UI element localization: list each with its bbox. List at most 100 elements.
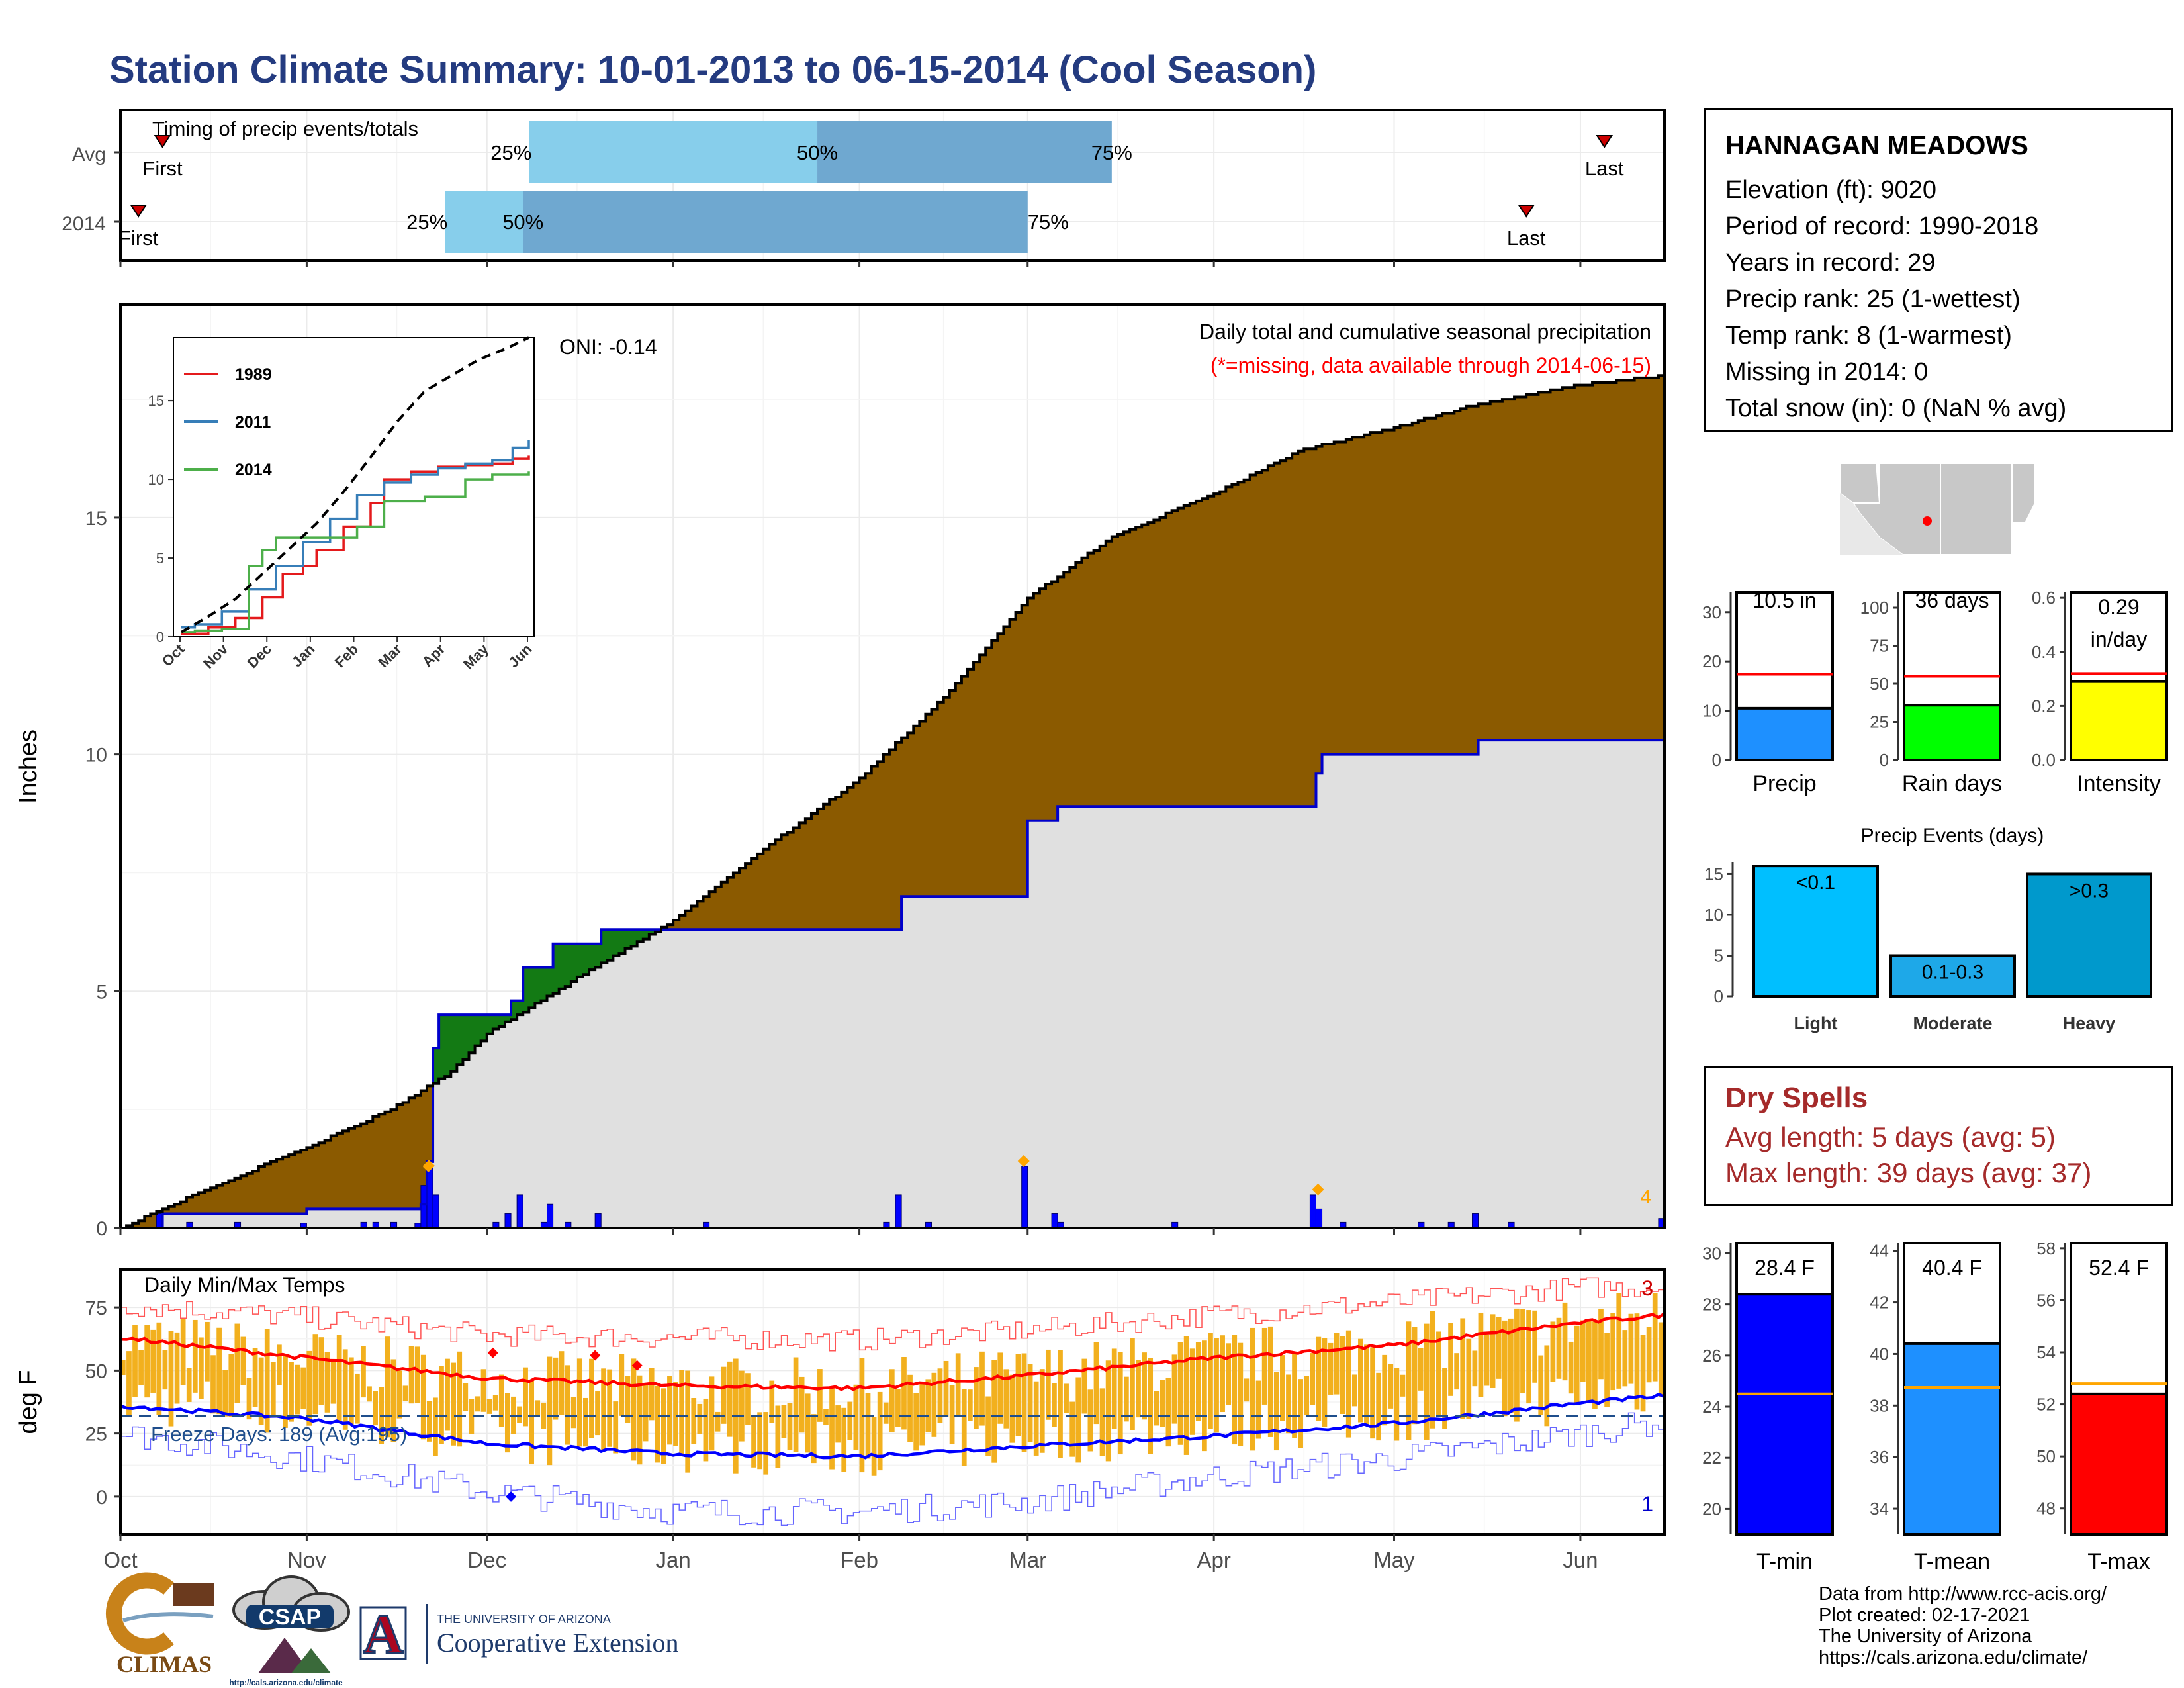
daily-temp-bar xyxy=(1255,1380,1261,1439)
daily-temp-bar xyxy=(1183,1336,1189,1455)
daily-temp-bar xyxy=(252,1348,258,1407)
daily-temp-bar xyxy=(643,1384,649,1442)
inset-x-tick-label: Feb xyxy=(332,641,361,671)
season-bar-y-tick-label: 0.4 xyxy=(2032,642,2056,662)
daily-temp-bar xyxy=(595,1391,600,1436)
timing-bar-50-75 xyxy=(523,191,1028,253)
daily-temp-bar xyxy=(1117,1352,1123,1455)
timing-panel: Timing of precip events/totals Avg 2014 … xyxy=(62,109,1666,267)
average-tmax-line xyxy=(120,1312,1666,1391)
daily-temp-bar xyxy=(853,1384,859,1450)
daily-temp-bar xyxy=(811,1414,817,1464)
daily-temp-bar xyxy=(336,1335,342,1421)
daily-temp-bar xyxy=(1586,1321,1592,1402)
season-bar-intensity xyxy=(2070,680,2168,761)
daily-temp-bar xyxy=(1154,1391,1160,1426)
daily-precip-bar xyxy=(432,1194,439,1229)
map-state-new-mexico xyxy=(1940,463,2013,555)
daily-temp-bar xyxy=(240,1336,246,1385)
temp-bar-y-tick-label: 54 xyxy=(2036,1342,2056,1362)
daily-temp-bar xyxy=(1418,1348,1424,1391)
temp-bar-t-mean xyxy=(1903,1342,2001,1536)
daily-temp-bar xyxy=(721,1366,727,1424)
precip-event-bar-label: 0.1-0.3 xyxy=(1922,961,1983,983)
daily-temp-bar xyxy=(1460,1318,1466,1419)
daily-temp-bar xyxy=(877,1391,883,1471)
temp-y-axis-label: deg F xyxy=(15,1370,42,1434)
daily-precip-bar xyxy=(1315,1208,1323,1229)
daily-temp-bar xyxy=(451,1362,456,1446)
daily-temp-bar xyxy=(234,1323,240,1403)
cumulative-average-line xyxy=(120,374,1664,1229)
daily-temp-bar xyxy=(576,1358,582,1447)
oni-value: ONI: -0.14 xyxy=(559,335,657,359)
station-name: HANNAGAN MEADOWS xyxy=(1725,131,2028,160)
daily-temp-bar xyxy=(402,1385,408,1401)
daily-temp-bar xyxy=(1304,1376,1310,1415)
daily-temp-bar xyxy=(661,1388,666,1464)
temp-y-tick-label: 75 xyxy=(85,1297,107,1319)
station-location-map xyxy=(1839,460,2036,566)
daily-temp-bar xyxy=(469,1399,475,1434)
daily-temp-bar xyxy=(631,1358,637,1461)
daily-temp-bar xyxy=(199,1337,204,1399)
daily-temp-bar xyxy=(1622,1330,1628,1387)
temp-bar-y-tick-label: 36 xyxy=(1870,1447,1889,1467)
cumulative-2014-area xyxy=(120,730,1664,1228)
record-high-line xyxy=(120,1277,1665,1352)
daily-temp-bar xyxy=(1105,1360,1111,1462)
map-mexico-area xyxy=(1840,493,1903,555)
daily-temp-bar xyxy=(1033,1381,1039,1456)
inset-y-tick-label: 5 xyxy=(156,550,164,567)
dry-spells-title: Dry Spells xyxy=(1725,1082,1868,1114)
record-low-line xyxy=(120,1408,1665,1526)
temp-bar-y-tick-label: 26 xyxy=(1702,1346,1721,1366)
temp-bar-y-tick-label: 40 xyxy=(1870,1344,1889,1364)
season-bar-category-label: Precip xyxy=(1752,771,1816,796)
daily-temp-bar xyxy=(871,1417,877,1476)
timing-bar-25-50 xyxy=(529,121,818,183)
daily-temp-bar xyxy=(1009,1374,1015,1443)
daily-temp-bar xyxy=(270,1362,276,1417)
daily-temp-bar xyxy=(361,1346,366,1398)
daily-temp-bar xyxy=(1087,1389,1093,1452)
season-bar-y-tick-label: 100 xyxy=(1860,598,1889,618)
timing-label-25: 25% xyxy=(406,211,447,234)
daily-temp-bar xyxy=(1039,1369,1045,1453)
daily-temp-bar xyxy=(655,1385,660,1463)
daily-temp-bar xyxy=(1472,1350,1478,1387)
daily-temp-bar xyxy=(1286,1374,1291,1434)
daily-temp-bar xyxy=(355,1373,360,1424)
daily-temp-bar xyxy=(895,1389,901,1427)
daily-temp-bar xyxy=(1364,1344,1369,1425)
timing-label-50: 50% xyxy=(502,211,543,234)
season-bar-y-tick-label: 20 xyxy=(1702,651,1721,671)
daily-temp-bar xyxy=(1058,1350,1063,1458)
daily-temp-bar xyxy=(295,1364,300,1415)
map-state-west xyxy=(1839,463,1881,504)
daily-temp-bar xyxy=(150,1329,156,1393)
daily-temp-bar xyxy=(1382,1354,1388,1426)
temp-bar-value-label: 40.4 F xyxy=(1922,1256,1982,1280)
daily-precip-bar xyxy=(516,1194,523,1229)
daily-temp-bar xyxy=(1616,1293,1622,1389)
temp-bar-category-label: T-max xyxy=(2087,1549,2150,1574)
station-elevation: Elevation (ft): 9020 xyxy=(1725,176,1936,204)
month-axis-label: Jan xyxy=(656,1548,691,1572)
daily-temp-bar xyxy=(541,1402,547,1429)
daily-temp-bar xyxy=(739,1370,745,1442)
precip-events-panel: Precip Events (days) 0 5 10 15 <0.1 Light 0.1-… xyxy=(1704,825,2152,1033)
daily-temp-bar xyxy=(1123,1376,1129,1422)
season-bar-y-tick-label: 25 xyxy=(1870,712,1889,732)
csap-label-box xyxy=(246,1605,334,1628)
footer-data-source: Data from http://www.rcc-acis.org/ xyxy=(1819,1583,2107,1605)
month-axis-label: Nov xyxy=(287,1548,326,1572)
daily-temp-bar xyxy=(751,1415,756,1468)
daily-temp-bar xyxy=(1130,1338,1135,1430)
daily-precip-bar xyxy=(895,1194,902,1229)
season-bar-rain-days xyxy=(1903,704,2001,761)
season-bar-y-tick-label: 0.6 xyxy=(2032,588,2056,608)
events-y-tick-label: 15 xyxy=(1704,864,1723,884)
daily-temp-bar xyxy=(126,1351,132,1415)
